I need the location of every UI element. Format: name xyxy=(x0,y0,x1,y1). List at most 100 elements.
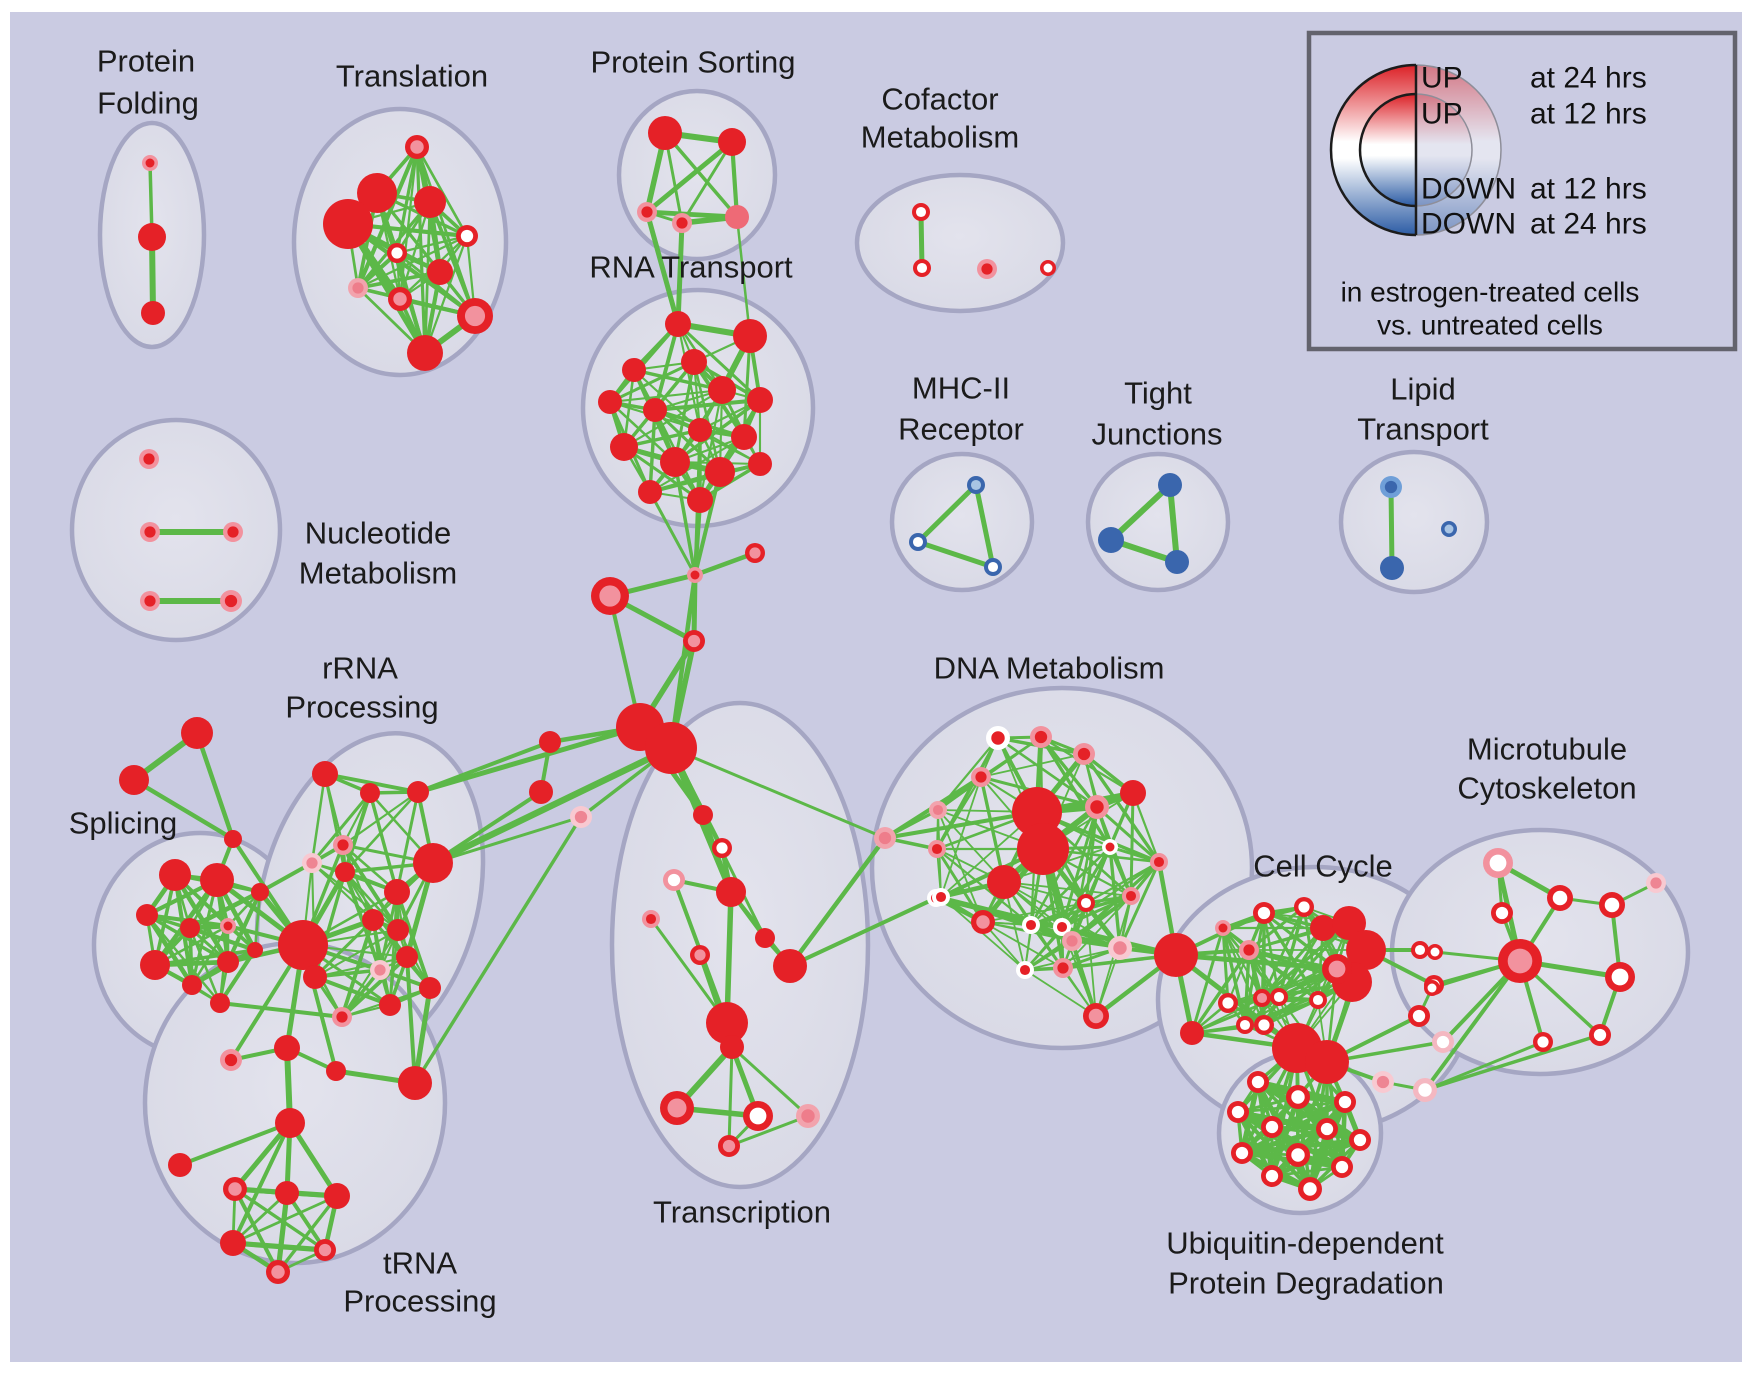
node-tj0 xyxy=(1158,473,1182,497)
network-edge xyxy=(356,234,469,290)
node-sp8 xyxy=(210,993,230,1013)
node-core-cc11 xyxy=(1273,991,1285,1003)
node-tn5 xyxy=(168,1153,192,1177)
network-edge xyxy=(1085,902,1097,1017)
network-edge xyxy=(323,772,420,794)
node-core-d23 xyxy=(1080,897,1092,909)
network-edge xyxy=(653,398,762,412)
node-rt3 xyxy=(681,349,707,375)
cluster-label: Metabolism xyxy=(861,120,1020,155)
cluster-label: Splicing xyxy=(69,806,178,841)
network-edge xyxy=(395,234,469,255)
network-edge xyxy=(413,815,583,1085)
network-edge xyxy=(423,234,469,355)
node-core-u9 xyxy=(1335,1160,1349,1174)
node-sp6 xyxy=(182,975,202,995)
node-core-c1 xyxy=(749,547,761,559)
network-edge xyxy=(1167,482,1180,565)
cluster-label: Nucleotide xyxy=(305,516,451,551)
network-edge xyxy=(608,388,724,404)
network-edge xyxy=(1118,860,1161,950)
node-core-d4 xyxy=(932,804,944,816)
node-lt1 xyxy=(1380,556,1404,580)
cluster-label: Protein Sorting xyxy=(590,45,795,80)
network-edge xyxy=(1173,952,1340,972)
node-c6 xyxy=(529,780,553,804)
network-edge xyxy=(648,462,762,494)
node-core-mt4 xyxy=(1430,947,1440,957)
network-edge xyxy=(153,948,257,967)
network-edge xyxy=(341,843,400,932)
cluster-label: tRNA xyxy=(383,1246,457,1281)
network-edge xyxy=(310,772,327,865)
network-edge xyxy=(431,815,583,865)
node-rr9 xyxy=(387,919,409,941)
node-core-d2 xyxy=(1077,747,1091,761)
node-rr6 xyxy=(413,843,453,883)
node-core-cf1 xyxy=(916,262,928,274)
node-core-cc12 xyxy=(1239,1019,1251,1031)
node-rt1 xyxy=(733,319,767,353)
node-core-d25 xyxy=(1088,1008,1104,1024)
network-edge xyxy=(1270,1165,1344,1178)
node-core-u10 xyxy=(1265,1169,1279,1183)
node-core-mt8 xyxy=(1611,968,1629,986)
network-edge xyxy=(1095,805,1161,864)
network-edge xyxy=(1221,926,1247,1027)
node-core-d20 xyxy=(1057,962,1069,974)
network-edge xyxy=(982,921,1064,969)
node-core-cc16 xyxy=(1414,944,1426,956)
node-tr1 xyxy=(119,765,149,795)
network-edge xyxy=(735,215,752,338)
legend-time-label-3: at 24 hrs xyxy=(1530,208,1647,241)
network-edge xyxy=(1423,1040,1545,1092)
node-d6 xyxy=(1120,780,1146,806)
node-ps0 xyxy=(648,116,682,150)
network-edge xyxy=(676,322,702,432)
node-sp5 xyxy=(140,950,170,980)
node-core-t5 xyxy=(391,247,403,259)
node-core-nm4 xyxy=(224,594,238,608)
cluster-labels: Protein Folding Translation Protein Sorting… xyxy=(69,44,1637,1319)
node-core-d21 xyxy=(1066,935,1078,947)
node-core-cc22 xyxy=(1218,923,1228,933)
node-core-lt0 xyxy=(1384,480,1398,494)
legend-time-label-1: at 12 hrs xyxy=(1530,98,1647,131)
node-core-cf2 xyxy=(981,263,993,275)
node-core-mt3 xyxy=(1507,948,1533,974)
network-edge xyxy=(253,890,262,952)
node-tn2 xyxy=(326,1061,346,1081)
legend-left-arc-inner xyxy=(1358,92,1417,208)
network-edge xyxy=(1082,752,1161,864)
node-core-tx10 xyxy=(667,1098,687,1118)
network-edge xyxy=(233,1187,327,1252)
node-t1 xyxy=(357,173,397,213)
node-core-d11 xyxy=(1153,856,1165,868)
node-d9 xyxy=(987,865,1021,899)
node-sp2 xyxy=(136,904,158,926)
node-tn8 xyxy=(324,1183,350,1209)
node-rt11 xyxy=(660,447,690,477)
node-core-nm3 xyxy=(144,595,156,607)
node-sp9 xyxy=(251,883,269,901)
node-rr15 xyxy=(379,994,401,1016)
network-edge xyxy=(675,220,685,327)
network-edge xyxy=(1024,969,1097,1017)
network-edge xyxy=(980,753,1085,778)
cluster-label: Transcription xyxy=(653,1195,831,1230)
cluster-label: Protein Degradation xyxy=(1168,1266,1444,1301)
network-edge xyxy=(1423,959,1522,1092)
node-cc4 xyxy=(1332,906,1366,940)
network-edge xyxy=(225,889,263,965)
node-core-cc7 xyxy=(1328,960,1346,978)
node-core-tx13 xyxy=(722,1139,736,1153)
legend-direction-label-1: UP xyxy=(1421,98,1463,131)
node-tx9 xyxy=(720,1035,744,1059)
network-edge xyxy=(644,209,681,327)
node-core-u11 xyxy=(1303,1182,1317,1196)
node-sp1 xyxy=(200,863,234,897)
node-core-mt0 xyxy=(1489,854,1507,872)
node-sp0 xyxy=(159,859,191,891)
network-edge xyxy=(395,790,420,894)
legend-caption-line-2: vs. untreated cells xyxy=(1377,310,1603,341)
